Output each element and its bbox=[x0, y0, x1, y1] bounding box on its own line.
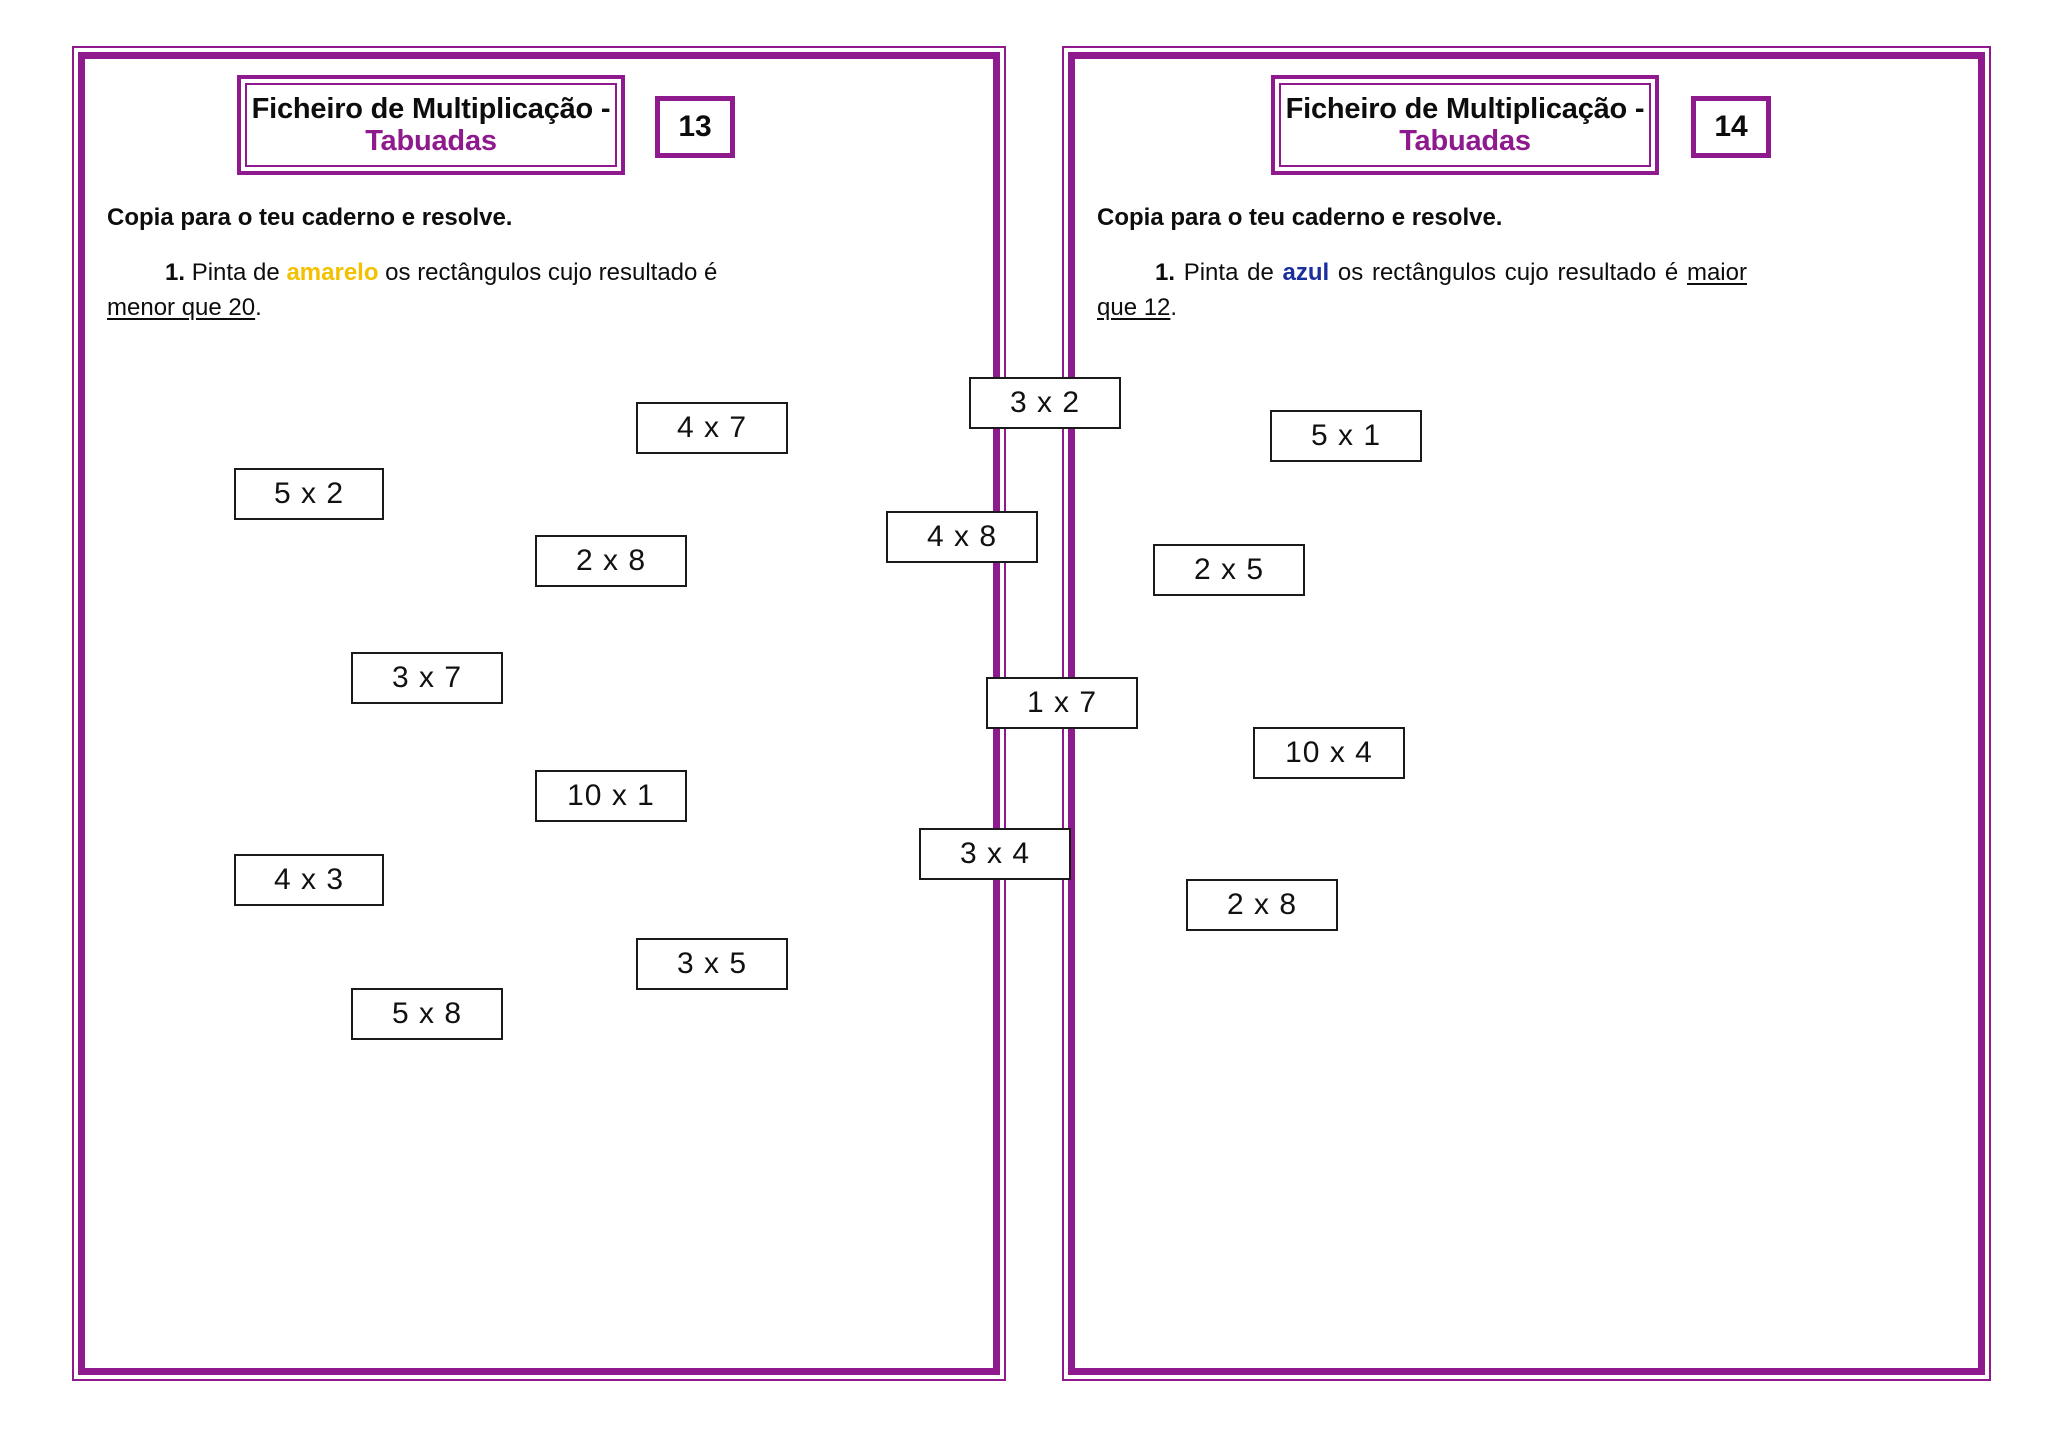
mult-card[interactable]: 3 x 7 bbox=[351, 652, 503, 704]
title-line-1: Ficheiro de Multiplicação - bbox=[251, 92, 611, 125]
mult-card[interactable]: 3 x 4 bbox=[919, 828, 1071, 880]
task-condition: menor que 20 bbox=[107, 293, 256, 321]
mult-card-label: 3 x 5 bbox=[676, 947, 748, 980]
task-text-end: . bbox=[255, 293, 262, 321]
task-text-before: Pinta de bbox=[191, 259, 280, 286]
task-text-before: Pinta de bbox=[1183, 259, 1274, 286]
mult-card[interactable]: 5 x 1 bbox=[1270, 410, 1422, 462]
mult-card[interactable]: 10 x 4 bbox=[1253, 727, 1405, 779]
mult-card-label: 5 x 1 bbox=[1310, 419, 1382, 452]
mult-card-label: 4 x 8 bbox=[926, 520, 998, 553]
title-box-13: Ficheiro de Multiplicação - Tabuadas bbox=[237, 75, 625, 175]
instruction-heading-14: Copia para o teu caderno e resolve. bbox=[1097, 204, 1503, 231]
worksheet-page-13: Ficheiro de Multiplicação - Tabuadas 13 … bbox=[72, 46, 1006, 1381]
mult-card[interactable]: 5 x 8 bbox=[351, 988, 503, 1040]
task-text-13: 1. Pinta de amarelo os rectângulos cujo … bbox=[107, 256, 767, 326]
mult-card[interactable]: 2 x 5 bbox=[1153, 544, 1305, 596]
mult-card-label: 10 x 1 bbox=[567, 779, 655, 812]
page-number-badge-13: 13 bbox=[655, 96, 735, 158]
task-text-end: . bbox=[1170, 293, 1178, 321]
mult-card-label: 2 x 5 bbox=[1193, 553, 1265, 586]
mult-card[interactable]: 5 x 2 bbox=[234, 468, 384, 520]
mult-card-label: 3 x 2 bbox=[1009, 386, 1081, 419]
mult-card-label: 4 x 7 bbox=[676, 411, 748, 444]
title-line-2: Tabuadas bbox=[1399, 125, 1531, 157]
task-keyword: azul bbox=[1282, 259, 1330, 286]
mult-card[interactable]: 10 x 1 bbox=[535, 770, 687, 822]
mult-card[interactable]: 3 x 5 bbox=[636, 938, 788, 990]
task-text-middle: os rectângulos cujo resultado é bbox=[1337, 259, 1679, 286]
task-number: 1. bbox=[1155, 259, 1176, 286]
mult-card-label: 2 x 8 bbox=[1226, 888, 1298, 921]
mult-card-label: 3 x 7 bbox=[391, 661, 463, 694]
mult-card[interactable]: 2 x 8 bbox=[1186, 879, 1338, 931]
mult-card[interactable]: 3 x 2 bbox=[969, 377, 1121, 429]
mult-card[interactable]: 2 x 8 bbox=[535, 535, 687, 587]
mult-card[interactable]: 4 x 8 bbox=[886, 511, 1038, 563]
mult-card-label: 2 x 8 bbox=[575, 544, 647, 577]
mult-card-label: 10 x 4 bbox=[1285, 736, 1373, 769]
title-line-1: Ficheiro de Multiplicação - bbox=[1285, 92, 1645, 125]
task-keyword: amarelo bbox=[286, 259, 379, 286]
page-number-badge-14: 14 bbox=[1691, 96, 1771, 158]
mult-card-label: 5 x 8 bbox=[391, 997, 463, 1030]
mult-card-label: 5 x 2 bbox=[273, 477, 345, 510]
mult-card[interactable]: 4 x 3 bbox=[234, 854, 384, 906]
instruction-heading-13: Copia para o teu caderno e resolve. bbox=[107, 204, 513, 231]
task-condition: maior que 12 bbox=[1097, 259, 1747, 321]
task-text-middle: os rectângulos cujo resultado é bbox=[385, 259, 718, 286]
worksheet-page-14: Ficheiro de Multiplicação - Tabuadas 14 … bbox=[1062, 46, 1991, 1381]
task-number: 1. bbox=[165, 259, 186, 286]
mult-card-label: 4 x 3 bbox=[273, 863, 345, 896]
mult-card[interactable]: 1 x 7 bbox=[986, 677, 1138, 729]
task-text-14: 1. Pinta de azul os rectângulos cujo res… bbox=[1097, 256, 1747, 326]
title-line-2: Tabuadas bbox=[365, 125, 497, 157]
mult-card[interactable]: 4 x 7 bbox=[636, 402, 788, 454]
mult-card-label: 3 x 4 bbox=[959, 837, 1031, 870]
title-box-14: Ficheiro de Multiplicação - Tabuadas bbox=[1271, 75, 1659, 175]
page-number-value: 13 bbox=[678, 110, 712, 143]
page-number-value: 14 bbox=[1714, 110, 1748, 143]
mult-card-label: 1 x 7 bbox=[1026, 686, 1098, 719]
